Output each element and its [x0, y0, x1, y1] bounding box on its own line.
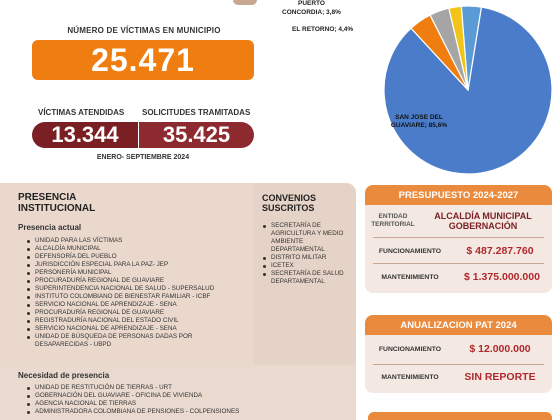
agreements-title: CONVENIOS SUSCRITOS — [262, 193, 317, 213]
pat-row-mantenimiento: MANTENIMIENTO SIN REPORTE — [365, 367, 552, 387]
pat-row-label: MANTENIMIENTO — [381, 373, 439, 381]
budget-row-mantenimiento: MANTENIMIENTO $ 1.375.000.000 — [365, 267, 552, 287]
current-presence-list: UNIDAD PARA LAS VÍCTIMAS ALCALDÍA MUNICI… — [26, 237, 246, 349]
needed-presence-label: Necesidad de presencia — [18, 371, 110, 380]
victims-count: 25.471 — [32, 40, 254, 80]
list-item: UNIDAD DE RESTITUCIÓN DE TIERRAS - URT — [26, 384, 354, 392]
list-item: JURISDICCIÓN ESPECIAL PARA LA PAZ- JEP — [26, 261, 246, 269]
list-item: DISTRITO MILITAR — [262, 254, 352, 262]
pie-slice-0 — [383, 6, 553, 175]
list-item: SERVICIO NACIONAL DE APRENDIZAJE - SENA — [26, 325, 246, 333]
pat-row-funcionamiento: FUNCIONAMIENTO $ 12.000.000 — [365, 339, 552, 359]
requests-label: SOLICITUDES TRAMITADAS — [142, 108, 251, 117]
pat-row-value: $ 12.000.000 — [469, 343, 531, 355]
presence-column: PRESENCIA INSTITUCIONAL Presencia actual… — [0, 183, 252, 365]
list-item: INSTITUTO COLOMBIANO DE BIENESTAR FAMILI… — [26, 293, 246, 301]
list-item: SECRETARÍA DE SALUD DEPARTAMENTAL — [262, 270, 352, 286]
budget-row-value: $ 487.287.760 — [466, 245, 534, 257]
pie-label-concordia: CONCORDIA; 3,8% — [282, 9, 341, 16]
budget-row-funcionamiento: FUNCIONAMIENTO $ 487.287.760 — [365, 241, 552, 261]
top-decoration — [233, 0, 257, 5]
divider — [373, 263, 544, 264]
list-item: SECRETARÍA DE AGRICULTURA Y MEDIO AMBIEN… — [262, 222, 352, 254]
divider — [373, 237, 544, 238]
budget-row-label: MANTENIMIENTO — [381, 273, 439, 281]
pie-label-puerto: PUERTO — [298, 0, 325, 7]
presence-title: PRESENCIA INSTITUCIONAL — [18, 192, 96, 214]
pie-label-san-jose: SAN JOSE DEL GUAVIARE; 85,6% — [390, 114, 448, 130]
needed-presence-list: UNIDAD DE RESTITUCIÓN DE TIERRAS - URT G… — [26, 384, 354, 416]
list-item: ADMINISTRADORA COLOMBIANA DE PENSIONES -… — [26, 408, 354, 416]
pat-title: ANUALIZACION PAT 2024 — [365, 315, 552, 335]
victims-label: NÚMERO DE VÍCTIMAS EN MUNICIPIO — [67, 26, 221, 35]
list-item: UNIDAD PARA LAS VÍCTIMAS — [26, 237, 246, 245]
period-label: ENERO- SEPTIEMBRE 2024 — [96, 154, 190, 161]
entity-value: ALCALDÍA MUNICIPAL GOBERNACIÓN — [434, 211, 532, 231]
pat-row-value: SIN REPORTE — [464, 371, 536, 383]
list-item: PROCURADURÍA REGIONAL DE GUAVIARE — [26, 277, 246, 285]
divider — [373, 364, 544, 365]
pie-label-el-retorno: EL RETORNO; 4,4% — [292, 26, 354, 33]
list-item: SUPERINTENDENCIA NACIONAL DE SALUD - SUP… — [26, 285, 246, 293]
requests-count: 35.425 — [139, 122, 254, 148]
list-item: PERSONERÍA MUNICIPAL — [26, 269, 246, 277]
list-item: ICETEX — [262, 262, 352, 270]
list-item: SERVICIO NACIONAL DE APRENDIZAJE - SENA — [26, 301, 246, 309]
budget-row-label: FUNCIONAMIENTO — [378, 247, 442, 255]
current-presence-label: Presencia actual — [18, 223, 82, 232]
list-item: ALCALDÍA MUNICIPAL — [26, 245, 246, 253]
list-item: AGENCIA NACIONAL DE TIERRAS — [26, 400, 354, 408]
attended-label: VÍCTIMAS ATENDIDAS — [38, 108, 125, 117]
budget-row-value: $ 1.375.000.000 — [464, 271, 540, 283]
list-item: PROCURADURÍA REGIONAL DE GUAVIARE — [26, 309, 246, 317]
list-item: GOBERNACIÓN DEL GUAVIARE - OFICINA DE VI… — [26, 392, 354, 400]
budget-title: PRESUPUESTO 2024-2027 — [365, 185, 552, 205]
presence-panel: PRESENCIA INSTITUCIONAL Presencia actual… — [0, 183, 356, 420]
list-item: DEFENSORÍA DEL PUEBLO — [26, 253, 246, 261]
entity-row: ENTIDAD TERRITORIAL ALCALDÍA MUNICIPAL G… — [365, 209, 552, 233]
list-item: REGISTRADURÍA NACIONAL DEL ESTADO CIVIL — [26, 317, 246, 325]
budget-panel: PRESUPUESTO 2024-2027 ENTIDAD TERRITORIA… — [365, 185, 552, 293]
pat-row-label: FUNCIONAMIENTO — [378, 345, 442, 353]
entity-label: ENTIDAD TERRITORIAL — [371, 213, 415, 228]
attended-count: 13.344 — [32, 122, 138, 148]
victims-pie-chart: PUERTO CONCORDIA; 3,8% EL RETORNO; 4,4% … — [260, 0, 560, 180]
pat-panel: ANUALIZACION PAT 2024 FUNCIONAMIENTO $ 1… — [365, 315, 552, 393]
list-item: UNIDAD DE BÚSQUEDA DE PERSONAS DADAS POR… — [26, 333, 246, 349]
pie-slice-4 — [460, 5, 483, 91]
bottom-decoration — [368, 412, 552, 420]
needed-presence-section: Necesidad de presencia UNIDAD DE RESTITU… — [12, 371, 354, 420]
agreements-column: CONVENIOS SUSCRITOS SECRETARÍA DE AGRICU… — [253, 183, 356, 365]
agreements-list: SECRETARÍA DE AGRICULTURA Y MEDIO AMBIEN… — [262, 222, 352, 286]
